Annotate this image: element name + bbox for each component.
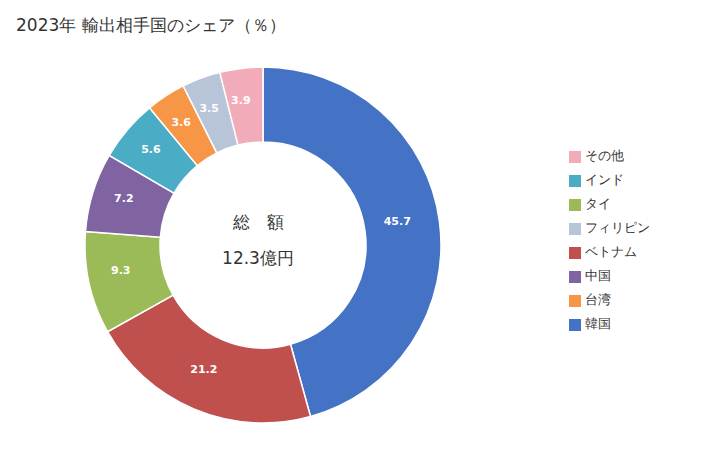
html-text:タイ: タイ xyxy=(585,196,611,211)
html-text:総 額: 総 額 xyxy=(232,212,284,232)
html-text:台湾: 台湾 xyxy=(585,292,611,307)
html-text:中国: 中国 xyxy=(585,268,611,283)
html-text:2023年 輸出相手国のシェア（％）: 2023年 輸出相手国のシェア（％） xyxy=(16,15,286,35)
html-text:フィリピン: フィリピン xyxy=(585,220,650,235)
svg-text:7.2: 7.2 xyxy=(114,192,134,205)
html-text:韓国: 韓国 xyxy=(585,316,611,331)
html-text:その他: その他 xyxy=(585,148,624,163)
svg-text:3.5: 3.5 xyxy=(199,102,219,115)
svg-text:9.3: 9.3 xyxy=(111,264,131,277)
svg-text:5.6: 5.6 xyxy=(141,143,161,156)
svg-text:3.6: 3.6 xyxy=(171,116,191,129)
html-text:インド: インド xyxy=(585,172,624,187)
svg-text:3.9: 3.9 xyxy=(231,94,251,107)
svg-text:21.2: 21.2 xyxy=(190,363,217,376)
svg-text:45.7: 45.7 xyxy=(384,215,411,228)
html-text:12.3億円: 12.3億円 xyxy=(222,248,294,268)
html-text:ベトナム: ベトナム xyxy=(585,244,637,259)
